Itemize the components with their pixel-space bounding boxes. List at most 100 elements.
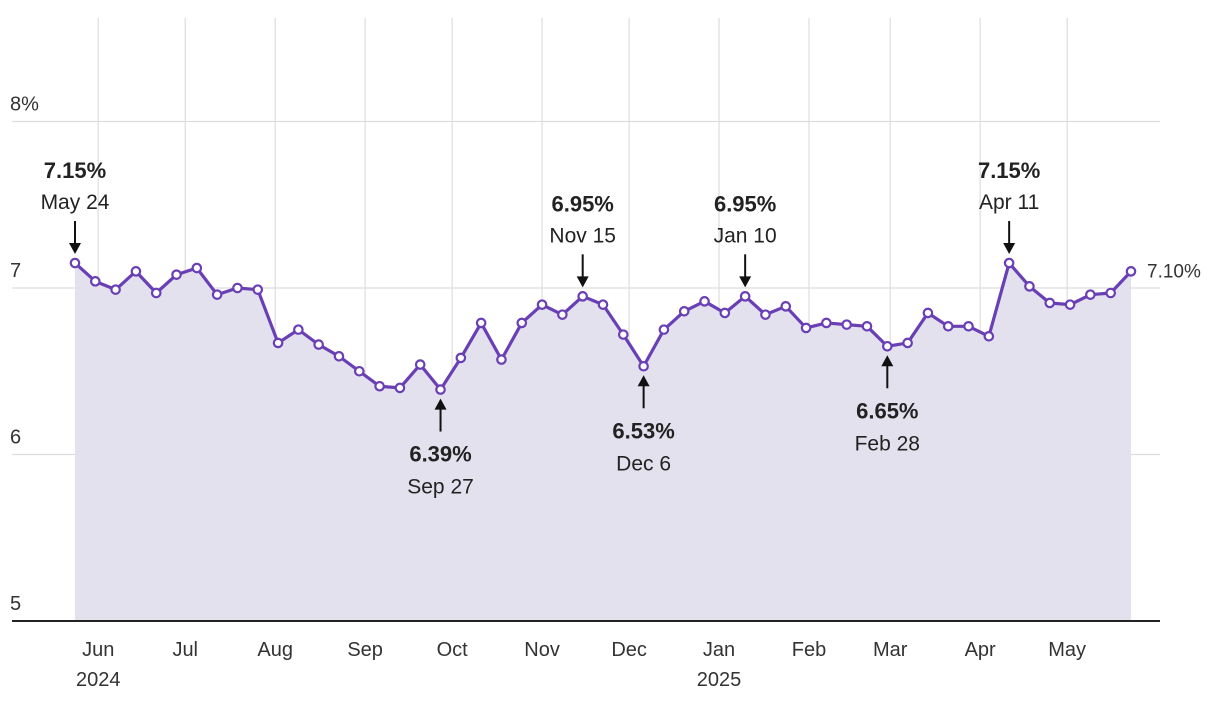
data-point [536,299,548,310]
data-point [374,380,385,392]
annotation: 6.65% Feb 28 [855,355,920,455]
data-point [739,291,751,302]
annotation: 6.95% Nov 15 [549,191,616,288]
y-tick-label: 8% [10,94,39,116]
y-tick-label: 5 [10,593,21,615]
annotation-value: 6.65% [856,398,918,423]
annotation-date: Jan 10 [714,224,777,247]
data-point [110,284,121,295]
annotation-date: Nov 15 [549,224,616,247]
data-point [293,324,304,335]
data-point [800,322,812,334]
annotation-arrow-head [1003,243,1016,255]
data-point [435,384,446,395]
data-point [942,320,954,332]
annotation-arrow-head [881,355,894,367]
data-point [171,269,182,280]
data-point [882,340,893,352]
data-point [1105,287,1116,299]
annotation-value: 6.95% [714,191,776,216]
data-point [475,317,487,329]
data-point [1085,289,1096,300]
data-point [69,257,81,269]
data-point [354,365,365,377]
data-point [963,320,974,332]
annotation-date: Sep 27 [407,476,474,499]
data-point [983,330,995,342]
data-point [597,299,609,310]
point-layer [69,257,1137,395]
annotation-arrow-head [739,276,752,288]
annotation: 6.53% Dec 6 [612,375,675,475]
x-tick-label: Jul [172,639,198,661]
annotation-date: Dec 6 [616,452,671,475]
annotation-layer: 7.10%7.15%May 246.39%Sep 276.95%Nov 156.… [41,158,1201,499]
data-point [1064,299,1076,310]
data-point [496,354,507,365]
data-point [618,329,629,340]
x-tick-label: Apr [965,639,996,661]
x-tick-label: May [1048,639,1086,661]
data-point [902,337,913,349]
data-point [333,350,345,362]
x-tick-label: Feb [792,639,826,661]
y-tick-label: 6 [10,427,21,449]
x-tick-label: Nov [524,639,560,661]
annotation: 7.15% Apr 11 [978,158,1040,255]
x-tick-label: Jun [82,639,114,661]
data-point [1003,257,1015,269]
annotation-arrow-head [69,243,81,255]
data-point [191,262,203,274]
data-point [861,320,873,332]
annotation-arrow-head [637,375,650,387]
data-point [557,309,568,320]
data-point [232,282,243,294]
data-point [1044,297,1056,309]
annotation-date: May 24 [41,191,110,214]
data-point [1125,266,1137,277]
annotation-value: 7.15% [978,158,1040,183]
annotation-arrow-head [576,276,589,288]
x-tick-label: Aug [257,639,293,661]
last-value-label: 7.10% [1147,261,1201,282]
data-point [394,382,406,394]
x-tick-label: Jan [703,639,735,661]
data-point [252,284,264,295]
axis-layer: Jun 2024 Jul Aug Sep Oct Nov Dec Jan 2025 Feb Mar Ap… [10,94,1160,691]
data-point [130,266,142,277]
annotation-value: 6.53% [612,418,674,443]
annotation: 6.95% Jan 10 [714,191,777,288]
annotation-value: 7.15% [44,158,106,183]
series-area [75,263,1131,621]
data-point [455,352,467,364]
annotation-value: 6.95% [551,191,613,216]
data-point [90,276,101,287]
data-point [1024,281,1035,292]
annotation: 6.39% Sep 27 [407,398,474,499]
data-point [414,359,426,370]
data-point [272,337,284,349]
x-tick-label: Dec [611,639,647,661]
data-point [211,289,223,300]
annotation-date: Apr 11 [979,191,1039,214]
x-tick-year-label: 2025 [697,669,742,691]
data-point [699,296,710,307]
data-point [780,301,792,312]
area-layer [75,263,1131,621]
x-tick-label: Oct [437,639,469,661]
data-point [658,324,670,335]
data-point [150,287,162,299]
data-point [821,317,832,329]
annotation-date: Feb 28 [855,432,920,455]
x-tick-year-label: 2024 [76,669,121,691]
data-point [678,306,690,317]
data-point [577,291,588,302]
annotation-value: 6.39% [409,442,471,467]
annotation-arrow-head [434,398,447,410]
data-point [760,309,771,320]
data-point [313,339,324,350]
data-point [638,360,649,372]
data-point [516,317,528,329]
y-tick-label: 7 [10,260,21,282]
